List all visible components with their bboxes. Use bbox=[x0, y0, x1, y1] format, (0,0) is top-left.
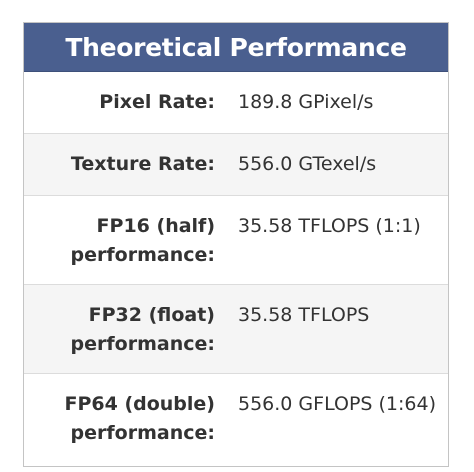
row-label: FP16 (half) performance: bbox=[24, 196, 215, 284]
table-row-texture-rate: Texture Rate: 556.0 GTexel/s bbox=[24, 134, 448, 196]
row-label-line1: FP32 (float) bbox=[88, 304, 215, 326]
table-row-pixel-rate: Pixel Rate: 189.8 GPixel/s bbox=[24, 72, 448, 134]
table-title: Theoretical Performance bbox=[24, 23, 448, 72]
row-value: 35.58 TFLOPS bbox=[238, 304, 370, 326]
row-label: FP64 (double) performance: bbox=[24, 374, 215, 463]
row-label-line2: performance: bbox=[70, 333, 215, 355]
row-value: 556.0 GFLOPS (1:64) bbox=[238, 393, 436, 415]
row-value: 189.8 GPixel/s bbox=[238, 91, 374, 113]
theoretical-performance-table: Theoretical Performance Pixel Rate: 189.… bbox=[23, 22, 449, 467]
row-label-line2: performance: bbox=[70, 422, 215, 444]
row-value: 556.0 GTexel/s bbox=[238, 153, 377, 175]
row-label: Pixel Rate: bbox=[99, 91, 215, 113]
row-label-line1: FP64 (double) bbox=[64, 393, 215, 415]
row-value: 35.58 TFLOPS (1:1) bbox=[238, 215, 421, 237]
table-row-fp64: FP64 (double) performance: 556.0 GFLOPS … bbox=[24, 374, 448, 463]
row-label: Texture Rate: bbox=[70, 153, 215, 175]
row-label: FP32 (float) performance: bbox=[24, 285, 215, 373]
table-row-fp16: FP16 (half) performance: 35.58 TFLOPS (1… bbox=[24, 196, 448, 285]
row-label-line2: performance: bbox=[70, 244, 215, 266]
row-label-line1: FP16 (half) bbox=[96, 215, 215, 237]
table-row-fp32: FP32 (float) performance: 35.58 TFLOPS bbox=[24, 285, 448, 374]
